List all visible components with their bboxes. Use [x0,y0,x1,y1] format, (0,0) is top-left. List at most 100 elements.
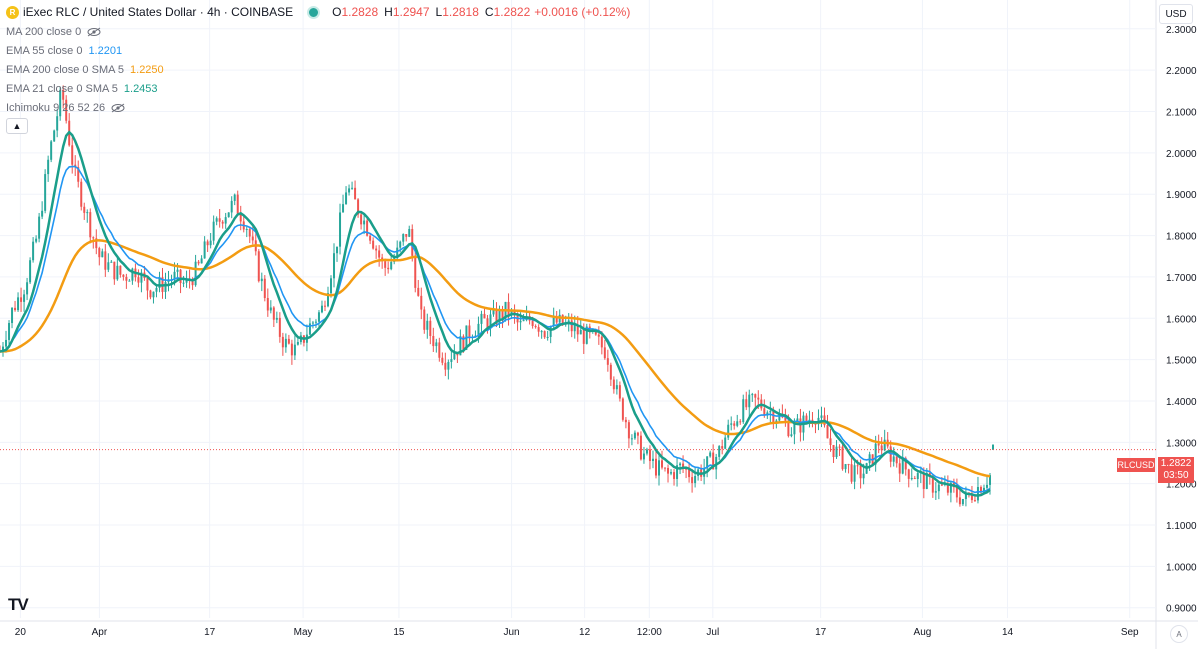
y-tick-label: 1.9000 [1166,190,1197,201]
close-label: C [484,5,494,19]
candle-body [110,261,113,263]
rlc-coin-icon: R [6,5,19,19]
y-tick-label: 0.9000 [1166,604,1197,615]
candle-body [958,497,961,505]
candle-body [212,221,215,241]
candle-body [537,327,540,332]
time-axis[interactable]: 20 Apr 17 May 15 Jun 12 12:00 Jul 17 Aug 14 Sep [15,627,1139,638]
candle-body [567,320,570,323]
indicator-ema21[interactable]: EMA 21 close 0 SMA 5 1.2453 [6,81,158,97]
candle-body [576,325,579,335]
candle-body [251,236,254,241]
indicator-ema200[interactable]: EMA 200 close 0 SMA 5 1.2250 [6,62,164,78]
candle-body [603,347,606,359]
candle-body [164,282,167,292]
candle-body [847,464,850,466]
candle-body [95,238,98,249]
y-tick-label: 1.4000 [1166,397,1197,408]
candle-body [982,487,985,493]
candle-body [597,334,600,337]
candle-body [26,282,29,295]
candle-body [459,336,462,356]
candle-body [561,314,564,325]
candle-body [107,262,110,270]
candle-body [360,214,363,225]
candle-body [390,261,393,270]
candle-body [685,468,688,470]
low-value: 1.2818 [442,5,479,19]
candle-body [128,280,131,282]
candle-body [215,218,218,222]
x-tick-label: 20 [15,627,27,638]
candle-body [691,477,694,484]
candle-body [369,235,372,241]
x-tick-label: Sep [1121,627,1139,638]
candle-body [519,320,522,323]
indicator-ema55[interactable]: EMA 55 close 0 1.2201 [6,43,122,59]
candle-body [751,394,754,396]
candle-body [712,452,715,470]
candle-body [83,206,86,213]
candle-body [263,278,266,299]
candle-body [221,221,224,224]
candle-body [179,269,182,284]
symbol-title[interactable]: iExec RLC / United States Dollar · 4h · … [23,5,294,19]
candle-body [772,411,775,424]
candle-body [877,443,880,446]
x-tick-label: 14 [1002,627,1014,638]
candle-body [182,282,185,284]
candle-body [498,309,501,324]
candle-body [113,261,116,280]
candle-body [733,423,736,426]
candle-body [501,309,504,319]
currency-button[interactable]: USD [1159,4,1193,24]
candle-body [56,116,59,131]
candle-body [642,453,645,460]
y-tick-label: 1.1000 [1166,521,1197,532]
candle-body [101,251,104,258]
candle-body [715,456,718,470]
low-label: L [435,5,443,19]
collapse-legend-button[interactable]: ▲ [6,118,28,134]
candle-body [372,240,375,249]
candle-body [414,255,417,288]
indicator-ichimoku[interactable]: Ichimoku 9 26 52 26 [6,100,125,116]
candle-body [384,261,387,268]
candle-body [423,309,426,330]
candle-body [814,423,817,425]
indicator-label: Ichimoku 9 26 52 26 [6,102,106,114]
price-axis[interactable]: 2.3000 2.2000 2.1000 2.0000 1.9000 1.8000 1.70… [1166,25,1197,615]
candle-body [522,320,525,322]
candle-body [447,361,450,370]
candle-body [724,437,727,449]
candle-body [116,265,119,280]
candle-body [955,487,958,498]
candle-body [278,317,281,337]
candle-body [41,210,44,217]
eye-hidden-icon[interactable] [87,27,101,37]
indicator-label: EMA 200 close 0 SMA 5 [6,64,125,76]
candle-body [826,425,829,439]
tradingview-logo[interactable]: TV [8,595,29,614]
eye-hidden-icon[interactable] [111,103,125,113]
indicator-label: EMA 21 close 0 SMA 5 [6,83,118,95]
candle-body [203,241,206,259]
candle-body [654,458,657,476]
candle-body [281,336,284,348]
candle-body [606,358,609,365]
candle-body [140,272,143,283]
auto-scale-button[interactable]: A [1170,625,1188,643]
candle-body [670,472,673,474]
candle-body [976,486,979,501]
candle-body [173,271,176,280]
market-status-icon[interactable] [307,5,321,19]
indicator-ma200[interactable]: MA 200 close 0 [6,24,101,40]
candle-body [287,338,290,344]
candle-body [375,248,378,251]
candle-body [748,394,751,408]
candle-body [880,445,883,451]
candle-body [119,265,122,275]
indicator-label: EMA 55 close 0 [6,45,83,57]
symbol-price-tag: RLCUSD [1117,458,1155,472]
